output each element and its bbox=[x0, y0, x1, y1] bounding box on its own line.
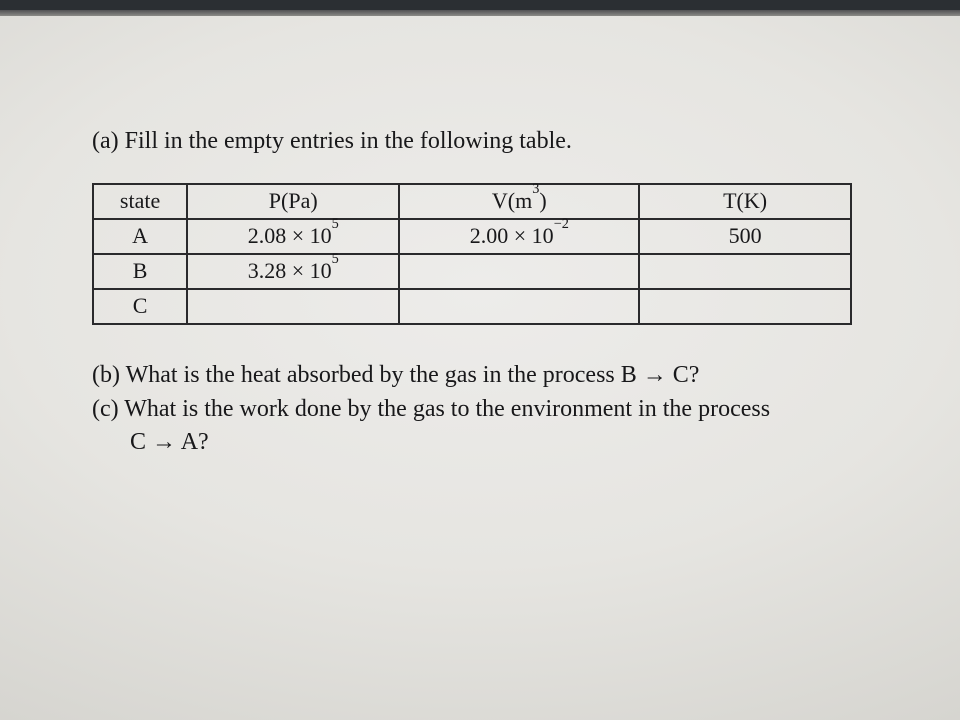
table-row: C bbox=[93, 289, 851, 324]
p-base: 2.08 × 10 bbox=[248, 223, 332, 248]
col-header-volume-pre: V(m bbox=[492, 188, 532, 213]
v-exp: −2 bbox=[554, 216, 569, 232]
cell-pressure: 2.08 × 105 bbox=[187, 219, 399, 254]
cell-volume bbox=[399, 254, 639, 289]
part-b-text-post: C? bbox=[673, 362, 700, 388]
table-row: B 3.28 × 105 bbox=[93, 254, 851, 289]
cell-temperature: 500 bbox=[639, 219, 851, 254]
part-b-label: (b) bbox=[92, 362, 120, 388]
cell-state: A bbox=[93, 219, 187, 254]
part-a-label: (a) bbox=[92, 128, 119, 154]
state-table: state P(Pa) V(m3) T(K) A 2.08 × 105 2.00… bbox=[92, 183, 852, 325]
part-a-text: Fill in the empty entries in the followi… bbox=[125, 128, 572, 154]
part-c: (c) What is the work done by the gas to … bbox=[92, 393, 882, 458]
part-c-line2-post: A? bbox=[181, 429, 209, 455]
arrow-icon: → bbox=[146, 429, 181, 455]
v-base: 2.00 × 10 bbox=[470, 223, 554, 248]
part-b-text-pre: What is the heat absorbed by the gas in … bbox=[126, 362, 637, 388]
p-base: 3.28 × 10 bbox=[248, 258, 332, 283]
part-c-line2-pre: C bbox=[130, 429, 146, 455]
cell-state: C bbox=[93, 289, 187, 324]
cell-state: B bbox=[93, 254, 187, 289]
question-content: (a) Fill in the empty entries in the fol… bbox=[92, 128, 882, 458]
table-row: A 2.08 × 105 2.00 × 10−2 500 bbox=[93, 219, 851, 254]
col-header-pressure: P(Pa) bbox=[187, 184, 399, 219]
cell-volume: 2.00 × 10−2 bbox=[399, 219, 639, 254]
col-header-volume-post: ) bbox=[539, 188, 546, 213]
col-header-volume: V(m3) bbox=[399, 184, 639, 219]
table-header-row: state P(Pa) V(m3) T(K) bbox=[93, 184, 851, 219]
cell-volume bbox=[399, 289, 639, 324]
part-c-text1: What is the work done by the gas to the … bbox=[124, 396, 770, 422]
col-header-state: state bbox=[93, 184, 187, 219]
window-top-bar bbox=[0, 0, 960, 10]
p-exp: 5 bbox=[332, 216, 339, 232]
p-exp: 5 bbox=[332, 251, 339, 267]
cell-pressure: 3.28 × 105 bbox=[187, 254, 399, 289]
col-header-volume-exp: 3 bbox=[532, 181, 539, 197]
cell-temperature bbox=[639, 254, 851, 289]
col-header-temperature: T(K) bbox=[639, 184, 851, 219]
cell-pressure bbox=[187, 289, 399, 324]
part-c-line2: C → A? bbox=[92, 426, 882, 458]
part-a: (a) Fill in the empty entries in the fol… bbox=[92, 128, 882, 155]
part-b: (b) What is the heat absorbed by the gas… bbox=[92, 359, 882, 391]
arrow-icon: → bbox=[637, 362, 673, 388]
part-c-label: (c) bbox=[92, 396, 119, 422]
cell-temperature bbox=[639, 289, 851, 324]
part-c-line1: (c) What is the work done by the gas to … bbox=[92, 393, 882, 425]
